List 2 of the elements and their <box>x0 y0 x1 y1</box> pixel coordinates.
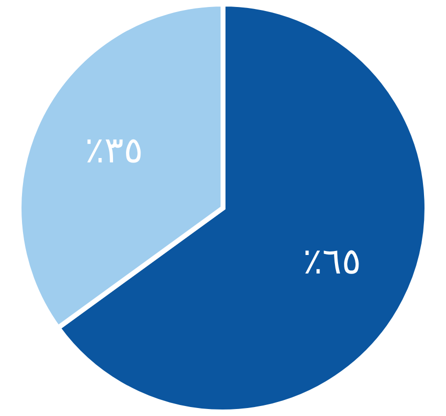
data-label: ٪٦٥ <box>305 250 359 274</box>
data-label: ٪٣٥ <box>87 139 141 163</box>
